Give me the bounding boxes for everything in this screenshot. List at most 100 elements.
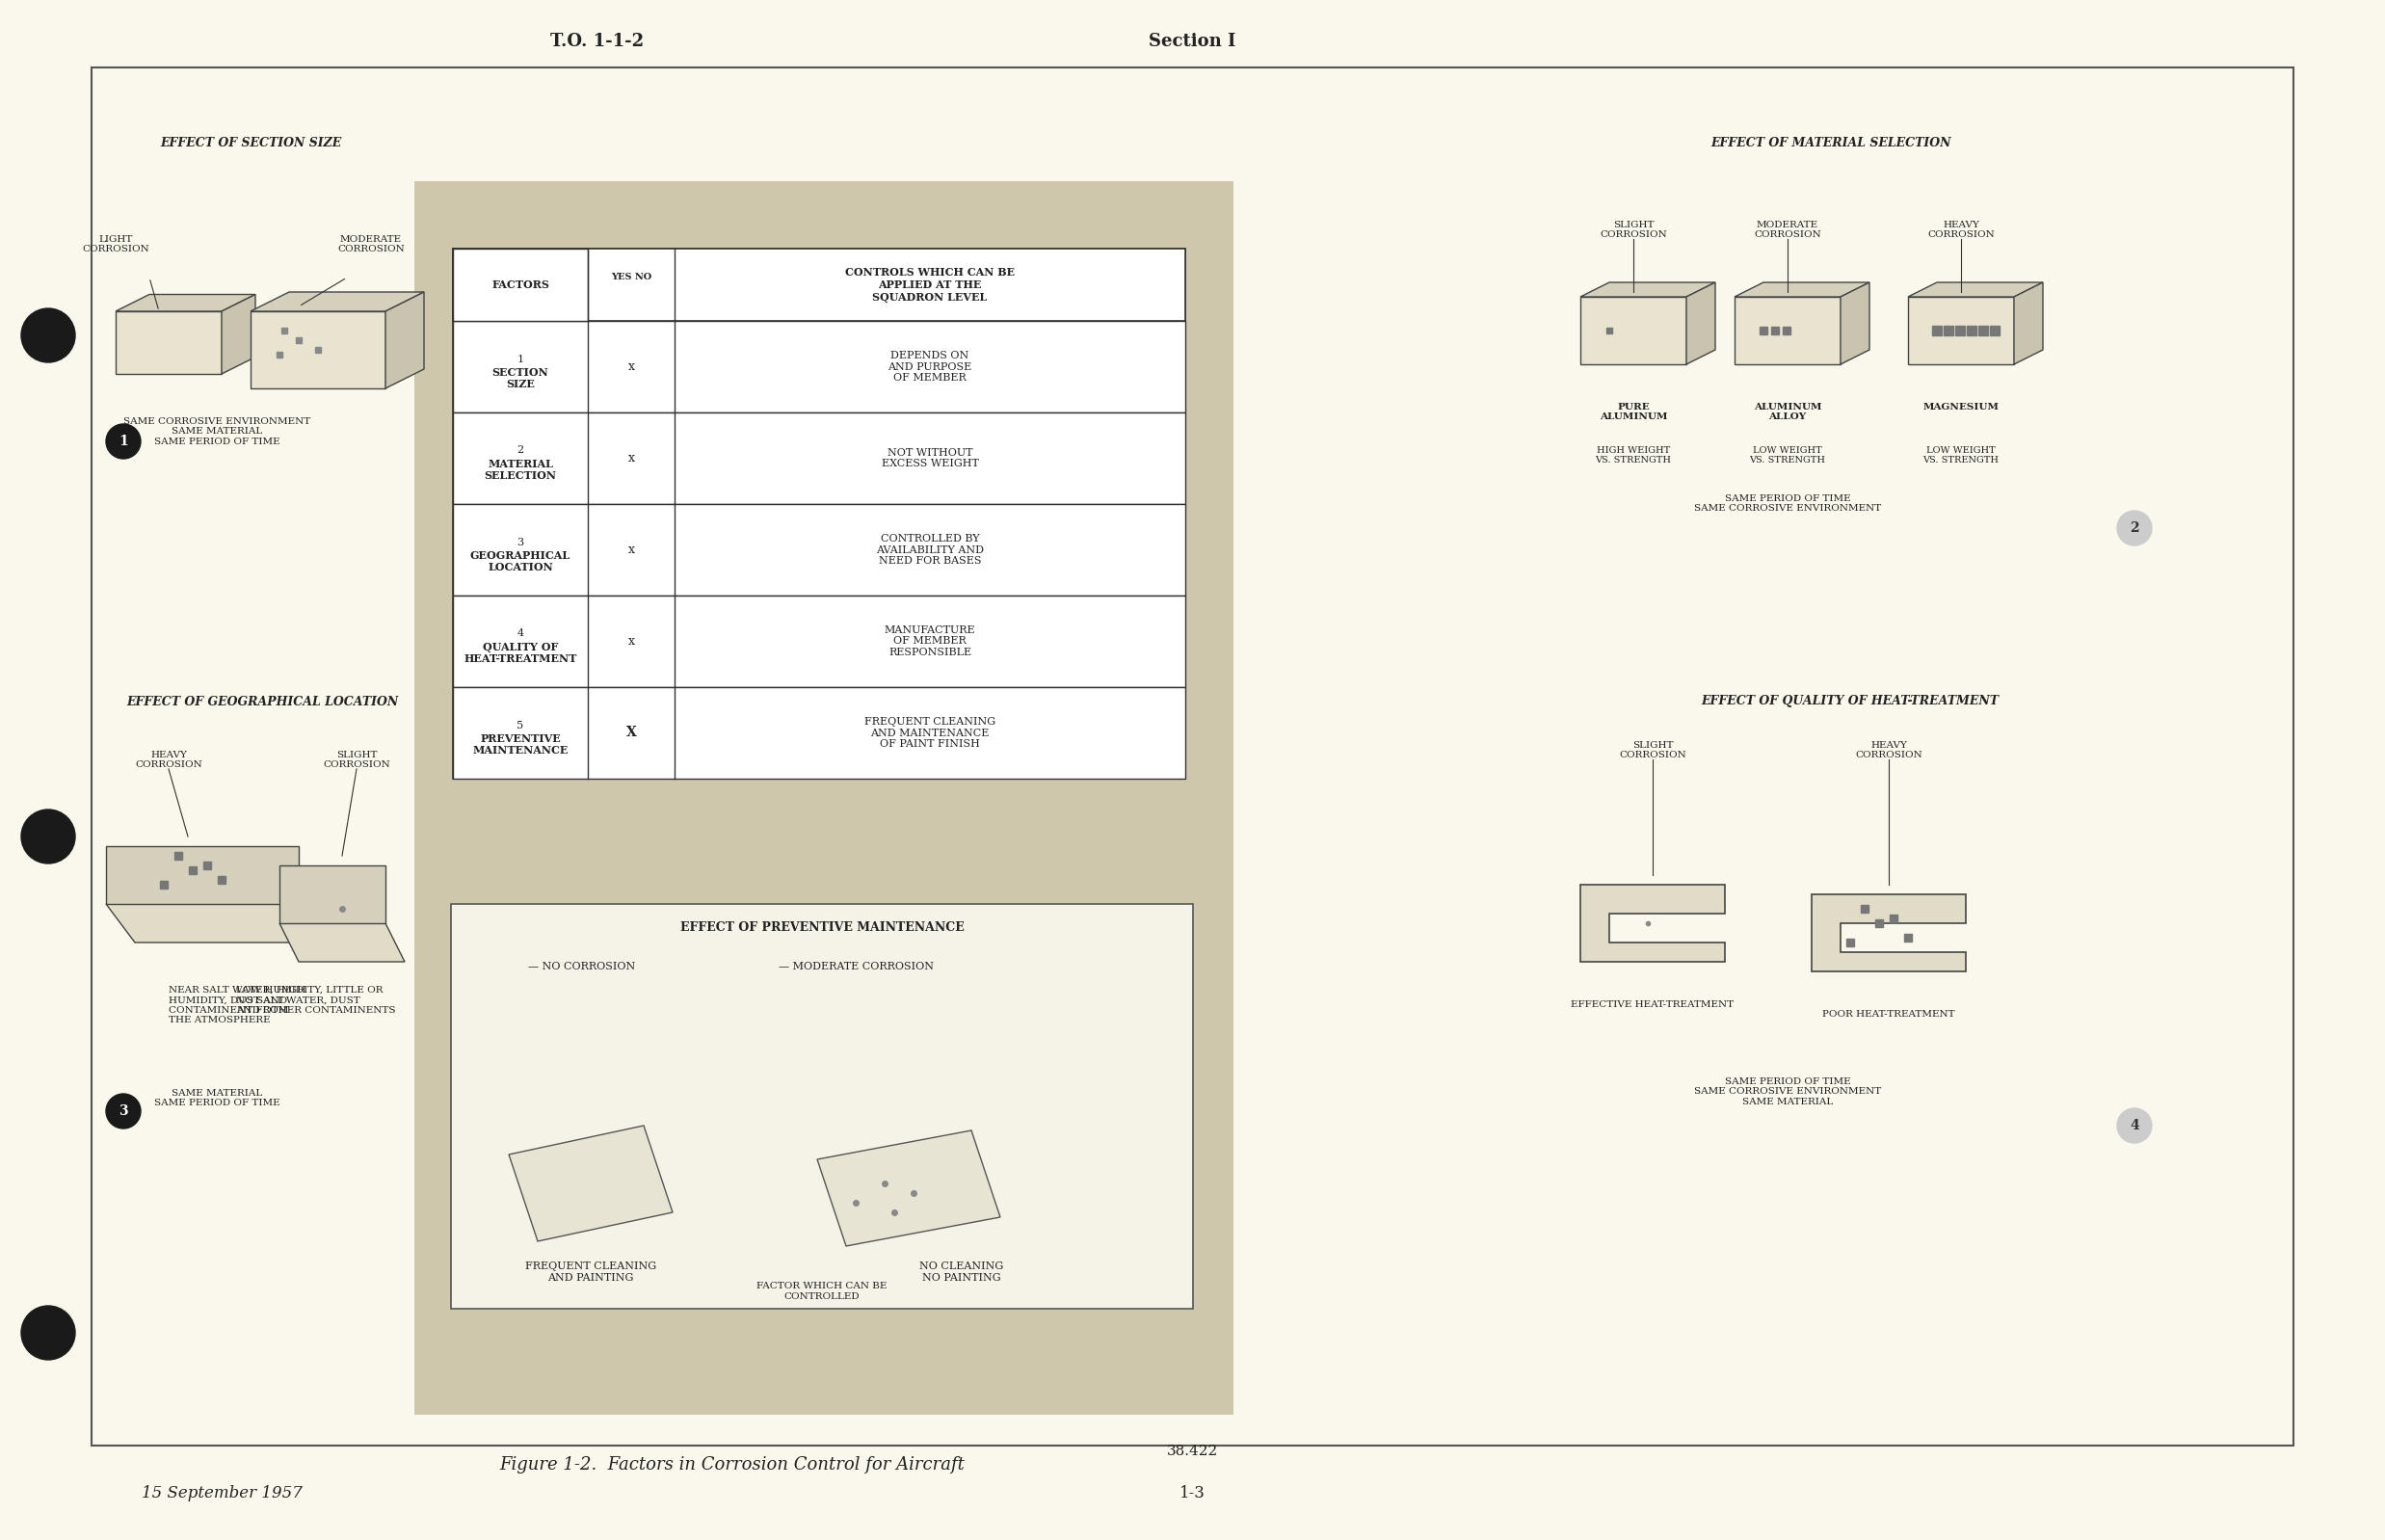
- Polygon shape: [1813, 895, 1965, 972]
- Text: 2: 2: [518, 445, 525, 456]
- Text: MAGNESIUM: MAGNESIUM: [1922, 403, 1999, 411]
- Polygon shape: [818, 1130, 999, 1246]
- Bar: [453, 248, 1185, 779]
- Text: 4: 4: [518, 628, 525, 639]
- Bar: [453, 248, 1185, 320]
- Text: 1-3: 1-3: [1178, 1486, 1204, 1501]
- Text: x: x: [627, 634, 634, 648]
- Polygon shape: [508, 1126, 673, 1241]
- Polygon shape: [279, 922, 405, 962]
- Text: PURE
ALUMINUM: PURE ALUMINUM: [1600, 403, 1667, 422]
- Text: SAME CORROSIVE ENVIRONMENT
SAME MATERIAL
SAME PERIOD OF TIME: SAME CORROSIVE ENVIRONMENT SAME MATERIAL…: [124, 417, 310, 447]
- Polygon shape: [1908, 282, 2044, 297]
- Polygon shape: [222, 294, 255, 374]
- Bar: [453, 320, 1185, 413]
- Text: x: x: [627, 360, 634, 373]
- Polygon shape: [1908, 297, 2013, 365]
- Text: 15 September 1957: 15 September 1957: [141, 1486, 303, 1501]
- Polygon shape: [1841, 282, 1870, 365]
- Bar: [91, 68, 2294, 1446]
- Text: 3: 3: [518, 537, 525, 547]
- Text: FACTOR WHICH CAN BE
CONTROLLED: FACTOR WHICH CAN BE CONTROLLED: [756, 1281, 887, 1301]
- Text: — NO CORROSION: — NO CORROSION: [527, 962, 634, 972]
- Text: EFFECTIVE HEAT-TREATMENT: EFFECTIVE HEAT-TREATMENT: [1572, 1001, 1734, 1009]
- Polygon shape: [386, 293, 425, 388]
- Text: Figure 1-2.  Factors in Corrosion Control for Aircraft: Figure 1-2. Factors in Corrosion Control…: [501, 1457, 966, 1474]
- Polygon shape: [477, 935, 1133, 1184]
- Text: HEAVY
CORROSION: HEAVY CORROSION: [1856, 741, 1922, 759]
- Polygon shape: [2013, 282, 2044, 365]
- Text: MODERATE
CORROSION: MODERATE CORROSION: [1753, 220, 1822, 239]
- Text: NO CLEANING
NO PAINTING: NO CLEANING NO PAINTING: [921, 1261, 1004, 1283]
- Text: CONTROLLED BY
AVAILABILITY AND
NEED FOR BASES: CONTROLLED BY AVAILABILITY AND NEED FOR …: [875, 534, 985, 565]
- Text: EFFECT OF QUALITY OF HEAT-TREATMENT: EFFECT OF QUALITY OF HEAT-TREATMENT: [1701, 696, 1999, 708]
- Text: FREQUENT CLEANING
AND PAINTING: FREQUENT CLEANING AND PAINTING: [525, 1261, 656, 1283]
- Text: MATERIAL
SELECTION: MATERIAL SELECTION: [484, 459, 556, 482]
- Text: SAME MATERIAL
SAME PERIOD OF TIME: SAME MATERIAL SAME PERIOD OF TIME: [155, 1089, 279, 1107]
- Polygon shape: [1581, 282, 1715, 297]
- Polygon shape: [1734, 282, 1870, 297]
- Polygon shape: [458, 561, 1035, 711]
- Polygon shape: [105, 904, 327, 942]
- Text: EFFECT OF SECTION SIZE: EFFECT OF SECTION SIZE: [160, 137, 341, 149]
- Text: x: x: [627, 544, 634, 556]
- Text: EFFECT OF GEOGRAPHICAL LOCATION: EFFECT OF GEOGRAPHICAL LOCATION: [126, 696, 398, 708]
- Polygon shape: [1686, 282, 1715, 365]
- Text: EFFECT OF PREVENTIVE MAINTENANCE: EFFECT OF PREVENTIVE MAINTENANCE: [680, 922, 964, 935]
- Text: CONTROLS WHICH CAN BE
APPLIED AT THE
SQUADRON LEVEL: CONTROLS WHICH CAN BE APPLIED AT THE SQU…: [844, 266, 1014, 302]
- Bar: [453, 687, 1185, 779]
- Text: 2: 2: [2130, 522, 2139, 534]
- Text: LOW WEIGHT
VS. STRENGTH: LOW WEIGHT VS. STRENGTH: [1751, 447, 1825, 465]
- Text: X: X: [625, 727, 637, 739]
- Text: 1: 1: [518, 354, 525, 363]
- Circle shape: [2118, 1109, 2151, 1143]
- Text: 38.422: 38.422: [1166, 1445, 1219, 1458]
- Text: NOT WITHOUT
EXCESS WEIGHT: NOT WITHOUT EXCESS WEIGHT: [882, 448, 978, 468]
- Text: — MODERATE CORROSION: — MODERATE CORROSION: [778, 962, 935, 972]
- Text: FREQUENT CLEANING
AND MAINTENANCE
OF PAINT FINISH: FREQUENT CLEANING AND MAINTENANCE OF PAI…: [863, 718, 995, 748]
- Text: MODERATE
CORROSION: MODERATE CORROSION: [336, 234, 405, 254]
- Text: GEOGRAPHICAL
LOCATION: GEOGRAPHICAL LOCATION: [470, 550, 570, 573]
- Text: DEPENDS ON
AND PURPOSE
OF MEMBER: DEPENDS ON AND PURPOSE OF MEMBER: [887, 351, 973, 382]
- Polygon shape: [1581, 297, 1686, 365]
- Text: ALUMINUM
ALLOY: ALUMINUM ALLOY: [1753, 403, 1822, 422]
- Circle shape: [105, 1093, 141, 1129]
- Text: SLIGHT
CORROSION: SLIGHT CORROSION: [1619, 741, 1686, 759]
- Text: LIGHT
CORROSION: LIGHT CORROSION: [81, 234, 150, 254]
- Text: EFFECT OF MATERIAL SELECTION: EFFECT OF MATERIAL SELECTION: [1710, 137, 1951, 149]
- Bar: [415, 182, 1233, 1415]
- Polygon shape: [250, 293, 425, 311]
- Polygon shape: [105, 845, 298, 904]
- Text: LOW HUMIDITY, LITTLE OR
NO SALT WATER, DUST
AND OTHER CONTAMINENTS: LOW HUMIDITY, LITTLE OR NO SALT WATER, D…: [236, 986, 396, 1015]
- Polygon shape: [1581, 884, 1724, 962]
- Polygon shape: [279, 865, 386, 922]
- Text: T.O. 1-1-2: T.O. 1-1-2: [551, 32, 644, 51]
- Bar: [453, 413, 1185, 504]
- Text: QUALITY OF
HEAT-TREATMENT: QUALITY OF HEAT-TREATMENT: [463, 642, 577, 664]
- Text: SECTION
SIZE: SECTION SIZE: [491, 367, 549, 390]
- Text: x: x: [627, 451, 634, 465]
- Text: HIGH WEIGHT
VS. STRENGTH: HIGH WEIGHT VS. STRENGTH: [1596, 447, 1672, 465]
- Polygon shape: [250, 311, 386, 388]
- Text: 4: 4: [2130, 1120, 2139, 1132]
- Text: SLIGHT
CORROSION: SLIGHT CORROSION: [1600, 220, 1667, 239]
- Text: NEAR SALT WATER, HIGH
HUMIDITY, DUST AND
CONTAMINENT FROM
THE ATMOSPHERE: NEAR SALT WATER, HIGH HUMIDITY, DUST AND…: [169, 986, 305, 1024]
- Text: YES NO: YES NO: [611, 273, 651, 282]
- Text: Section I: Section I: [1150, 32, 1235, 51]
- Text: SLIGHT
CORROSION: SLIGHT CORROSION: [322, 750, 391, 768]
- Text: FACTORS: FACTORS: [491, 279, 549, 290]
- Circle shape: [105, 424, 141, 459]
- Text: 5: 5: [518, 721, 525, 730]
- Text: HEAVY
CORROSION: HEAVY CORROSION: [1927, 220, 1994, 239]
- Circle shape: [21, 308, 76, 362]
- Bar: [453, 504, 1185, 596]
- Polygon shape: [114, 311, 222, 374]
- Bar: [453, 248, 587, 320]
- Text: SAME PERIOD OF TIME
SAME CORROSIVE ENVIRONMENT
SAME MATERIAL: SAME PERIOD OF TIME SAME CORROSIVE ENVIR…: [1693, 1078, 1882, 1106]
- Text: 3: 3: [119, 1104, 129, 1118]
- Text: PREVENTIVE
MAINTENANCE: PREVENTIVE MAINTENANCE: [472, 733, 568, 756]
- Text: MANUFACTURE
OF MEMBER
RESPONSIBLE: MANUFACTURE OF MEMBER RESPONSIBLE: [885, 625, 975, 658]
- Circle shape: [21, 1306, 76, 1360]
- Text: HEAVY
CORROSION: HEAVY CORROSION: [136, 750, 203, 768]
- Circle shape: [2118, 511, 2151, 545]
